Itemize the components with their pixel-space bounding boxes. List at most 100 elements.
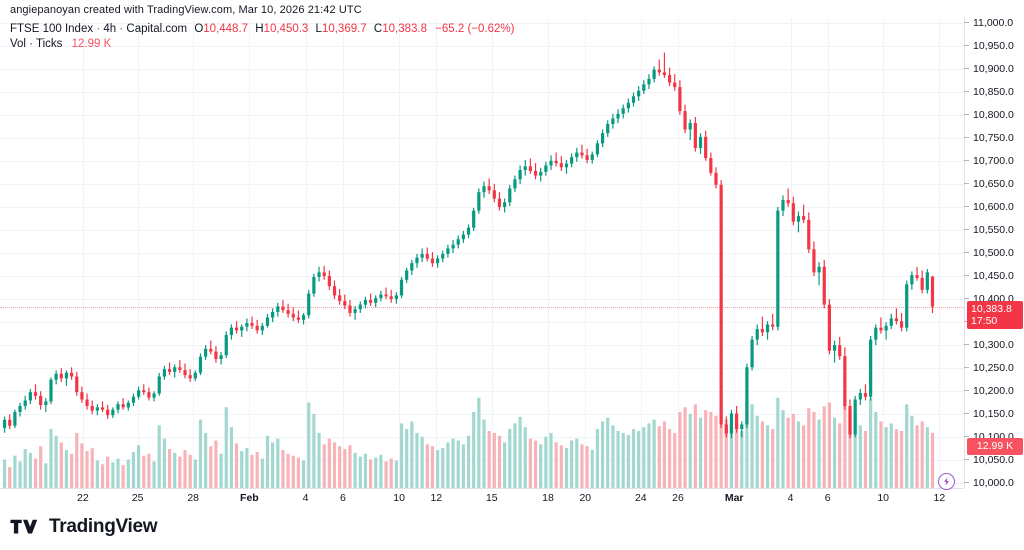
legend-volume-row[interactable]: Vol · Ticks 12.99 K: [10, 37, 514, 52]
gridline-vertical: [548, 18, 549, 488]
price-tick-label: 10,900.0: [973, 62, 1014, 75]
price-tick: 10,850.0: [964, 85, 1024, 99]
price-tick-dash: [964, 21, 969, 23]
gridline-horizontal: [0, 160, 964, 162]
gridline-vertical: [790, 18, 792, 488]
current-price-line: [0, 306, 964, 308]
legend-main-row[interactable]: FTSE 100 Index · 4h · Capital.com O10,44…: [10, 22, 514, 37]
time-axis-label: Mar: [724, 492, 744, 504]
price-tick-label: 10,700.0: [973, 154, 1014, 167]
gridline-horizontal: [0, 391, 964, 393]
time-axis-label: 10: [877, 492, 890, 504]
price-tick: 10,450.0: [964, 269, 1024, 283]
price-tick-label: 10,650.0: [973, 177, 1014, 190]
time-axis-label: 25: [131, 492, 144, 504]
price-tick-label: 10,250.0: [973, 362, 1014, 375]
legend-source: Capital.com: [126, 23, 188, 35]
volume-indicator-title[interactable]: Vol · Ticks: [10, 38, 63, 50]
ohlc-low: L10,369.7: [316, 23, 367, 35]
gridline-horizontal: [0, 22, 964, 24]
price-tick-dash: [964, 413, 969, 415]
time-axis-border: [0, 488, 964, 489]
chart-gridlines: [0, 18, 964, 488]
price-tick-label: 10,200.0: [973, 385, 1014, 398]
gridline-horizontal: [0, 91, 964, 93]
time-axis-label: 20: [579, 492, 592, 504]
price-tick-label: 10,000.0: [973, 477, 1014, 490]
gridline-vertical: [491, 18, 493, 488]
ohlc-high: H10,450.3: [255, 23, 308, 35]
gridline-horizontal: [0, 414, 964, 416]
price-tick: 10,600.0: [964, 200, 1024, 214]
gridline-horizontal: [0, 114, 964, 116]
current-price-value: 10,383.8: [971, 302, 1012, 315]
price-tick-label: 10,300.0: [973, 339, 1014, 352]
gridline-vertical: [249, 18, 251, 488]
current-volume-badge: 12.99 K: [967, 438, 1023, 455]
gridline-horizontal: [0, 299, 964, 301]
lightning-bolt-icon[interactable]: [938, 473, 956, 490]
gridline-vertical: [827, 18, 829, 488]
time-axis[interactable]: 22 25 28 Feb 4 6 10 12 15 18 20 24 26 Mar 4 6 10 12: [0, 488, 1024, 510]
current-price-time: 17:50: [971, 314, 998, 327]
volume-indicator-value: 12.99 K: [71, 38, 112, 50]
price-tick-dash: [964, 136, 969, 138]
gridline-horizontal: [0, 183, 964, 185]
tradingview-logo-icon: [10, 519, 38, 534]
price-tick-dash: [964, 205, 969, 207]
time-axis-label: Feb: [240, 492, 259, 504]
price-tick: 10,900.0: [964, 62, 1024, 76]
price-tick: 10,000.0: [964, 476, 1024, 490]
gridline-vertical: [585, 18, 587, 488]
gridline-horizontal: [0, 483, 964, 485]
chart-pane[interactable]: [0, 18, 964, 488]
gridline-horizontal: [0, 68, 964, 70]
ohlc-close-label: C: [373, 23, 383, 35]
price-tick-label: 11,000.0: [973, 16, 1014, 29]
price-tick-dash: [964, 436, 969, 438]
price-tick: 10,050.0: [964, 453, 1024, 467]
price-tick-dash: [964, 67, 969, 69]
tradingview-footer: TradingView: [10, 516, 158, 538]
gridline-vertical: [678, 18, 679, 488]
time-axis-label: 10: [393, 492, 405, 504]
price-tick-dash: [964, 390, 969, 392]
price-tick: 10,300.0: [964, 338, 1024, 352]
time-axis-label: 15: [485, 492, 498, 504]
price-tick: 10,200.0: [964, 384, 1024, 398]
gridline-horizontal: [0, 276, 964, 278]
price-tick: 10,250.0: [964, 361, 1024, 375]
ohlc-high-value: 10,450.3: [263, 23, 309, 35]
price-tick-dash: [964, 228, 969, 230]
price-tick-label: 10,850.0: [973, 85, 1014, 98]
legend-symbol[interactable]: FTSE 100 Index: [10, 23, 94, 35]
price-tick-dash: [964, 459, 969, 461]
price-tick: 10,500.0: [964, 246, 1024, 260]
gridline-vertical: [342, 18, 344, 488]
gridline-horizontal: [0, 137, 964, 139]
price-tick-label: 10,050.0: [973, 454, 1014, 467]
price-tick: 10,800.0: [964, 108, 1024, 122]
ohlc-low-label: L: [315, 23, 322, 35]
price-tick-dash: [964, 275, 969, 277]
legend-interval[interactable]: 4h: [103, 23, 117, 35]
price-tick-label: 10,550.0: [973, 223, 1014, 236]
price-tick-label: 10,150.0: [973, 408, 1014, 421]
gridline-vertical: [883, 18, 885, 488]
tradingview-wordmark: TradingView: [49, 516, 158, 537]
ohlc-open: O10,448.7: [194, 23, 248, 35]
time-axis-label: 6: [824, 492, 831, 504]
price-tick-dash: [964, 321, 969, 323]
time-axis-label: 28: [187, 492, 200, 504]
time-axis-label: 4: [302, 492, 309, 504]
price-axis[interactable]: 11,000.0 10,950.0 10,900.0 10,850.0 10,800.0…: [964, 16, 1024, 490]
ohlc-low-value: 10,369.7: [321, 23, 367, 35]
gridline-vertical: [137, 18, 139, 488]
price-tick: 10,650.0: [964, 177, 1024, 191]
price-tick-label: 10,950.0: [973, 39, 1014, 52]
gridline-horizontal: [0, 322, 964, 324]
price-tick-label: 10,800.0: [973, 108, 1014, 121]
gridline-horizontal: [0, 368, 964, 370]
gridline-vertical: [399, 18, 401, 488]
ohlc-close-value: 10,383.8: [382, 23, 427, 35]
